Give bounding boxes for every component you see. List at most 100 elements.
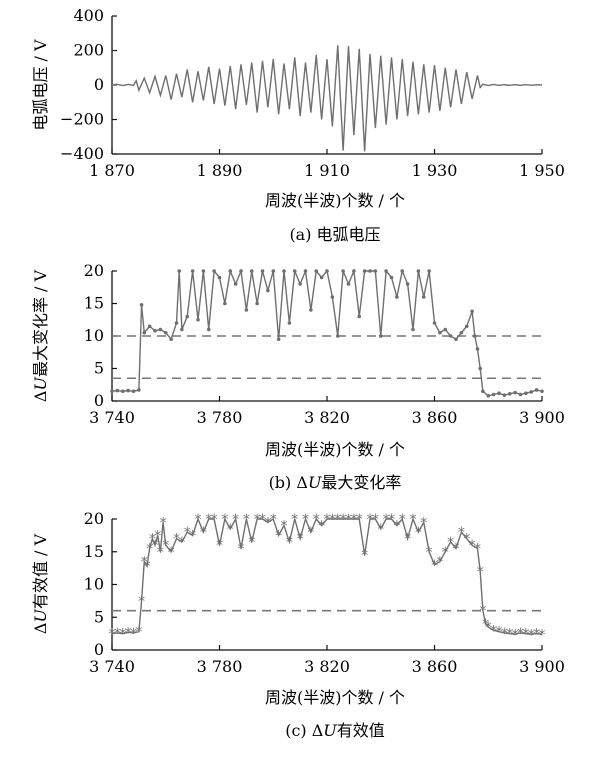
data-point [352,269,356,273]
data-point: * [275,528,282,544]
data-point [529,390,534,394]
data-point: * [216,538,223,554]
data-point [411,327,415,332]
data-point [266,288,270,293]
data-point: * [114,626,121,642]
x-tick-label: 3 860 [412,408,458,427]
data-point: * [447,535,454,551]
y-tick-label: 10 [84,575,104,594]
data-point: * [130,626,137,642]
data-point [319,275,324,280]
data-point [518,392,523,397]
data-point [174,321,179,325]
data-point: * [372,512,379,528]
data-point: * [160,515,167,531]
data-point [185,314,190,319]
data-point [287,321,292,325]
data-point [330,295,335,299]
x-tick-label: 3 780 [197,657,243,676]
x-axis-label: 周波(半波)个数 / 个 [265,440,405,459]
data-point [473,334,477,338]
data-point: * [119,627,126,643]
x-tick-label: 3 740 [89,657,135,676]
data-point [223,301,227,306]
data-point [177,269,181,273]
data-point [416,269,421,273]
data-point [443,327,448,332]
data-point [497,391,501,396]
x-tick-label: 3 820 [304,408,350,427]
data-point: * [340,512,347,528]
data-point: * [162,538,169,554]
y-tick-label: −400 [60,144,104,163]
y-tick-label: −200 [60,110,104,129]
y-tick-label: 5 [94,359,104,378]
data-point: * [149,532,156,548]
y-tick-label: 10 [84,326,104,345]
data-point [346,282,351,286]
y-tick-label: 15 [84,294,104,313]
data-point [276,337,281,342]
data-point [309,308,313,312]
data-point: * [367,512,374,528]
data-point [244,308,249,312]
data-point: * [469,538,476,554]
y-tick-label: 0 [94,640,104,659]
y-tick-label: 0 [94,75,104,94]
data-point: * [178,535,185,551]
data-point: * [533,627,540,643]
data-point [147,324,152,329]
data-point [534,388,539,392]
data-point: * [377,522,384,538]
data-point [153,329,157,333]
data-point [432,321,437,325]
data-point [475,347,480,351]
data-point [139,303,144,307]
data-point: * [410,512,417,528]
data-point: * [517,626,524,642]
y-tick-label: 20 [84,509,104,528]
data-point: * [474,541,481,557]
data-point: * [442,545,449,561]
data-point [314,269,319,273]
data-point [126,388,130,393]
y-tick-label: 200 [73,41,104,60]
data-point [368,269,372,273]
data-point [378,334,383,338]
data-point [142,330,147,335]
data-point: * [477,564,484,580]
y-tick-label: 15 [84,542,104,561]
data-point [233,282,238,286]
data-point: * [350,512,357,528]
data-point [427,269,431,273]
x-tick-label: 1 890 [197,161,243,180]
data-point: * [168,545,175,561]
series-line [111,268,543,397]
data-point [137,388,141,392]
data-point [163,330,168,335]
data-point: * [243,512,250,528]
data-point [454,337,458,342]
data-point: * [393,519,400,535]
y-tick-label: 5 [94,607,104,626]
data-point [120,389,125,394]
data-point: * [436,555,443,571]
data-point [502,393,507,397]
data-point [373,269,378,273]
data-point: * [259,512,266,528]
data-point: * [399,512,406,528]
x-axis-label: 周波(半波)个数 / 个 [265,688,405,707]
data-point [115,388,120,393]
chart-panel-1: −400 −200 0 200 400 1 870 1 890 1 910 1 930 1 950… [31,6,565,244]
data-point: * [458,525,465,541]
data-point [303,269,308,273]
data-point: * [281,519,288,535]
data-point: * [426,545,433,561]
data-point [405,282,410,286]
data-point [384,269,388,273]
chart-caption: (a) 电弧电压 [289,225,380,244]
data-point [169,337,173,342]
data-point: * [431,558,438,574]
data-point: * [227,522,234,538]
data-point: * [302,512,309,528]
